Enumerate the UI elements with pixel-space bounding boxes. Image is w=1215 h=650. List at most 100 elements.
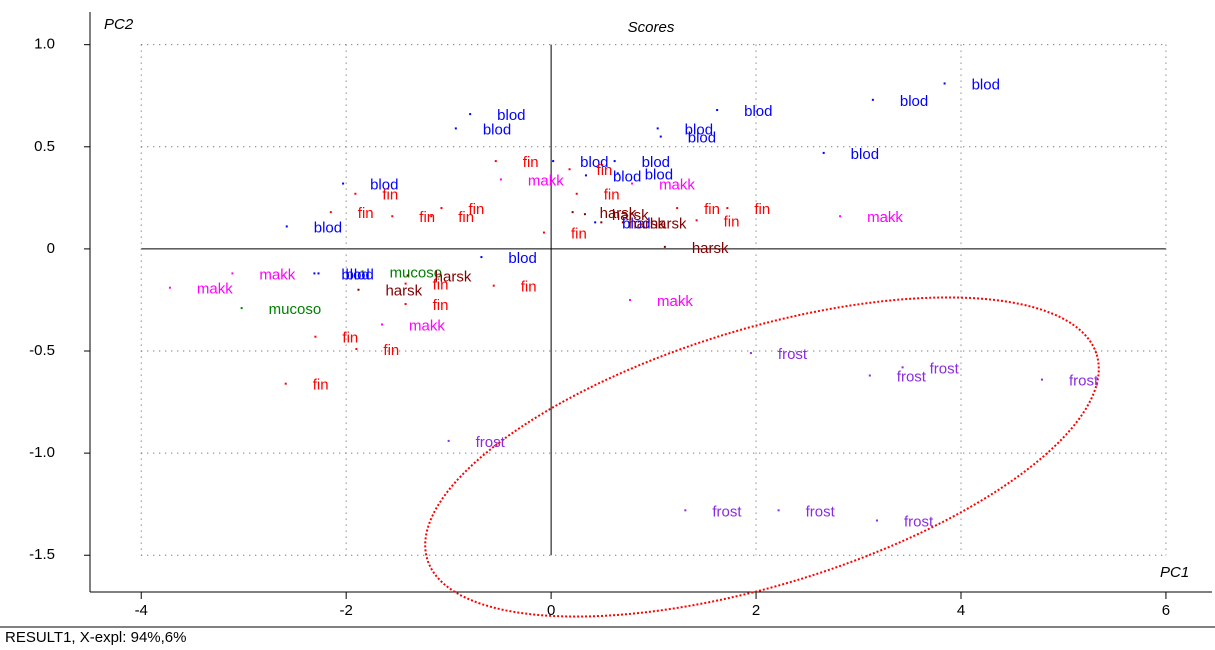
point-label: harsk [435,268,472,285]
point [839,215,842,218]
point [404,282,407,285]
point [454,127,457,130]
point [656,127,659,130]
point-label: mucoso [390,264,443,281]
point-label: harsk [385,283,422,300]
point [492,284,495,287]
point-label: blod [744,103,772,120]
point-label: makk [528,172,564,189]
point-label: blod [642,154,670,171]
point [284,382,287,385]
point [391,215,394,218]
point-label: blod [972,76,1000,93]
point [943,82,946,85]
x-tick-label: 4 [957,602,965,619]
y-tick-label: -1.5 [29,546,55,563]
point [329,211,332,214]
point [404,303,407,306]
point [571,211,574,214]
point [901,366,904,369]
point [480,256,483,259]
point-label: blod [900,93,928,110]
point [357,288,360,291]
point-label: fin [597,162,613,179]
point [629,298,632,301]
y-tick-label: 1.0 [34,36,55,53]
point [469,113,472,116]
point-label: fin [523,154,539,171]
x-tick-label: 6 [1162,602,1170,619]
point-label: harsk [692,240,729,257]
point-label: blod [508,250,536,267]
point-label: blod [497,107,525,124]
point [168,286,171,289]
point-label: makk [259,266,295,283]
point-label: makk [867,209,903,226]
x-tick-label: 0 [547,602,555,619]
point [621,221,624,224]
point-label: fin [458,209,474,226]
point [494,160,497,163]
point [663,245,666,248]
point-label: harsk [600,205,637,222]
point [616,172,619,175]
point-label: makk [409,317,445,334]
point [868,374,871,377]
point [594,221,597,224]
point [583,213,586,216]
point-label: blod [483,121,511,138]
point [440,207,443,210]
point-label: frost [1069,373,1099,390]
point-label: harsk [650,215,687,232]
point-label: blod [685,121,713,138]
point [716,109,719,112]
point-label: harsk [612,207,649,224]
point-label: fin [754,201,770,218]
point-label: fin [433,297,449,314]
point-label: frost [778,346,808,363]
point [342,182,345,185]
point-label: frost [712,503,742,520]
point [822,151,825,154]
point [552,160,555,163]
point-label: frost [806,503,836,520]
point [313,272,316,275]
point [285,225,288,228]
chart-title: Scores [628,19,675,36]
point [240,307,243,310]
point-label: fin [313,377,329,394]
point [314,335,317,338]
point-label: frost [904,513,934,530]
point [726,207,729,210]
point [631,182,634,185]
point [430,215,433,218]
point [584,174,587,177]
point [361,270,364,273]
y-tick-label: 0.5 [34,138,55,155]
point [231,272,234,275]
x-tick-label: 2 [752,602,760,619]
point-label: blod [613,168,641,185]
point [659,135,662,138]
point [777,509,780,512]
point [875,519,878,522]
x-axis-label: PC1 [1160,564,1189,581]
point-label: fin [704,201,720,218]
point-label: frost [897,368,927,385]
footer: RESULT1, X-expl: 94%,6% [5,629,186,646]
y-axis-label: PC2 [104,16,134,33]
point-label: blod [645,166,673,183]
point-label: makk [197,281,233,298]
point-label: fin [382,187,398,204]
point-label: fin [433,277,449,294]
point [613,160,616,163]
point [542,231,545,234]
x-tick-label: -2 [340,602,353,619]
x-tick-label: -4 [135,602,148,619]
point [317,272,320,275]
point [575,192,578,195]
point [695,219,698,222]
point [499,178,502,181]
point-label: fin [358,205,374,222]
point-label: blod [370,177,398,194]
